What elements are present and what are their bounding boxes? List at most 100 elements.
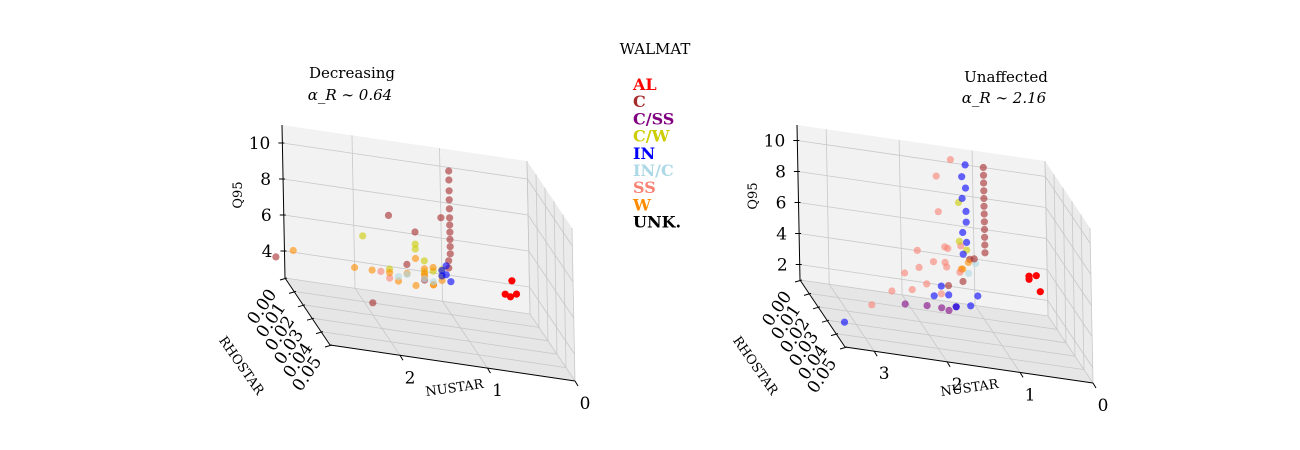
panel-subtitle: α_R ∼ 0.64 bbox=[308, 86, 392, 104]
y-tick bbox=[315, 331, 324, 335]
z-tick-label: 6 bbox=[776, 194, 787, 214]
y-axis-line bbox=[799, 279, 846, 348]
y-tick bbox=[839, 346, 848, 350]
grid-line bbox=[351, 135, 356, 289]
grid-line bbox=[571, 227, 576, 382]
y-tick bbox=[297, 304, 306, 308]
data-point bbox=[289, 246, 297, 255]
data-point bbox=[411, 240, 419, 248]
data-point bbox=[421, 275, 429, 283]
grid-line bbox=[527, 178, 573, 247]
data-point bbox=[868, 301, 876, 309]
grid-line bbox=[798, 202, 1047, 239]
y-axis-label: RHOSTAR bbox=[215, 334, 267, 399]
data-point bbox=[945, 291, 953, 299]
data-point bbox=[923, 302, 931, 310]
data-point bbox=[901, 300, 909, 308]
legend-entry: IN/C bbox=[633, 161, 674, 180]
grid-line bbox=[320, 331, 567, 368]
data-point bbox=[1032, 272, 1040, 280]
x-tick bbox=[399, 355, 404, 361]
y-axis-line bbox=[284, 277, 331, 346]
grid-line bbox=[797, 140, 1046, 177]
data-point bbox=[958, 194, 966, 202]
data-point bbox=[403, 270, 411, 278]
data-point bbox=[981, 249, 989, 257]
data-point bbox=[386, 274, 394, 282]
legend-entry: AL bbox=[632, 75, 657, 94]
data-point bbox=[979, 163, 987, 172]
legend-entry: SS bbox=[633, 178, 656, 197]
data-point bbox=[959, 277, 967, 286]
y-tick bbox=[830, 333, 839, 337]
grid-line bbox=[293, 291, 540, 328]
data-point bbox=[445, 167, 453, 175]
data-point bbox=[981, 233, 989, 241]
data-point bbox=[962, 207, 970, 215]
data-point bbox=[980, 225, 989, 234]
data-point bbox=[445, 205, 453, 213]
data-point bbox=[963, 238, 971, 246]
grid-line bbox=[1044, 176, 1091, 244]
data-point bbox=[512, 290, 521, 298]
grid-line bbox=[302, 304, 549, 342]
z-axis-line bbox=[281, 124, 286, 279]
data-point bbox=[508, 277, 516, 285]
data-point bbox=[438, 266, 446, 275]
y-axis-label: RHOSTAR bbox=[729, 334, 781, 399]
panel-subtitle: α_R ∼ 2.16 bbox=[962, 89, 1047, 107]
data-point bbox=[446, 243, 454, 251]
data-point bbox=[980, 179, 988, 187]
data-point bbox=[377, 267, 385, 275]
data-point bbox=[980, 202, 988, 210]
panel-decreasing: Decreasing α_R ∼ 0.64 468100.000.010.020… bbox=[215, 64, 590, 414]
x-tick-label: 0 bbox=[580, 394, 591, 414]
data-point bbox=[446, 250, 454, 258]
legend-entry: C/W bbox=[633, 127, 671, 146]
z-tick-label: 6 bbox=[261, 206, 272, 226]
data-point bbox=[945, 306, 953, 314]
data-point bbox=[981, 241, 989, 249]
data-point bbox=[980, 218, 989, 226]
floor-pane bbox=[285, 278, 575, 381]
grid-line bbox=[442, 300, 488, 369]
z-tick-label: 4 bbox=[262, 242, 273, 262]
data-point bbox=[1036, 288, 1044, 296]
data-point bbox=[1025, 272, 1033, 280]
z-axis-label: Q95 bbox=[231, 181, 246, 208]
data-point bbox=[411, 228, 419, 236]
data-point bbox=[386, 269, 394, 277]
x-axis-line bbox=[844, 346, 1094, 384]
data-point bbox=[961, 184, 970, 192]
data-point bbox=[447, 278, 455, 286]
data-point bbox=[962, 218, 970, 226]
x-tick-label: 0 bbox=[1098, 396, 1109, 416]
panel-title: Unaffected bbox=[964, 68, 1048, 86]
data-point bbox=[938, 304, 946, 312]
grid-line bbox=[529, 313, 576, 382]
data-point bbox=[369, 299, 377, 307]
data-point bbox=[913, 246, 921, 254]
grid-line bbox=[835, 333, 1085, 370]
data-point bbox=[420, 265, 428, 273]
data-point bbox=[445, 176, 453, 184]
data-point bbox=[429, 263, 437, 272]
grid-line bbox=[535, 174, 540, 328]
scatter-points bbox=[840, 156, 1044, 326]
x-tick-label: 2 bbox=[405, 368, 416, 388]
data-point bbox=[437, 214, 445, 222]
z-tick-label: 10 bbox=[764, 132, 786, 152]
legend-entry: IN bbox=[633, 144, 655, 163]
grid-line bbox=[282, 142, 528, 180]
x-tick-label: 1 bbox=[492, 381, 503, 401]
back-pane bbox=[282, 125, 530, 314]
data-point bbox=[412, 281, 420, 290]
data-point bbox=[501, 290, 509, 298]
grid-line bbox=[901, 294, 948, 363]
data-point bbox=[980, 194, 988, 203]
data-point bbox=[965, 269, 973, 277]
x-tick bbox=[873, 350, 878, 357]
legend-entry: UNK. bbox=[633, 213, 681, 232]
data-point bbox=[438, 272, 446, 280]
